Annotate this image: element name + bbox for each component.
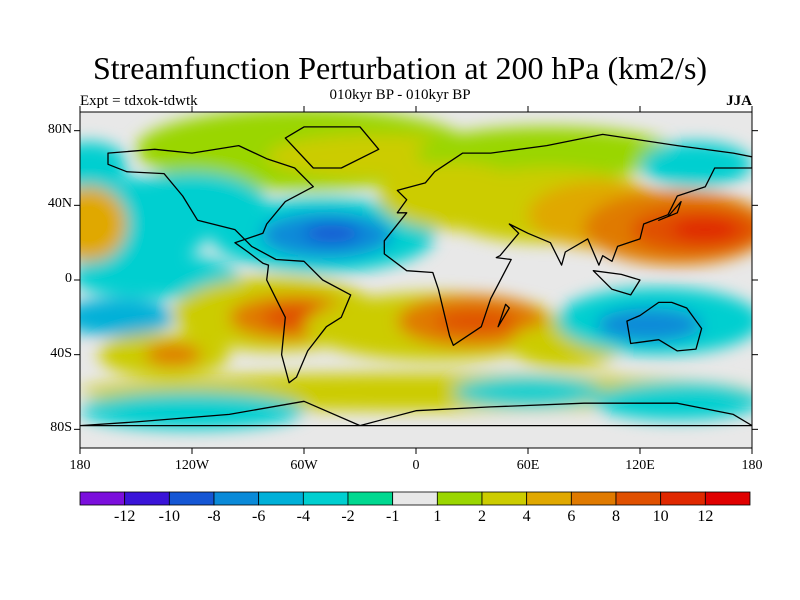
chart-title: Streamfunction Perturbation at 200 hPa (…: [92, 50, 708, 86]
contour-field: [80, 112, 752, 448]
lon-label: 180: [741, 458, 763, 473]
coastline-path: [658, 200, 682, 221]
colorbar-box: [168, 491, 215, 506]
colorbar-label: -12: [113, 508, 136, 525]
field-contour: [671, 218, 739, 241]
colorbar-label: 6: [567, 508, 576, 525]
field-contour: [593, 382, 752, 420]
coastline-path: [80, 400, 752, 427]
colorbar-label: -4: [296, 508, 310, 525]
field-contour: [304, 224, 360, 243]
lat-label: 0: [65, 271, 72, 286]
colorbar-box: [526, 491, 572, 506]
coastline-path: [626, 301, 703, 352]
colorbar-box: [704, 491, 751, 506]
field-contour: [80, 253, 239, 299]
colorbar-box: [213, 491, 260, 506]
season-label: JJA: [726, 93, 752, 109]
colorbar-box: [660, 491, 706, 506]
field-contour: [80, 298, 174, 336]
colorbar-label: 2: [478, 508, 486, 525]
colorbar-box: [436, 491, 483, 506]
lon-label: 0: [412, 458, 420, 473]
colorbar-label: 12: [697, 508, 714, 525]
colorbar-label: -8: [207, 508, 221, 525]
colorbar-label: 10: [652, 508, 669, 525]
colorbar-box: [302, 491, 349, 506]
colorbar-box: [392, 491, 438, 506]
colorbar-box: [615, 491, 662, 506]
colorbar-label: -1: [385, 508, 400, 525]
colorbar-box: [79, 491, 126, 506]
coastlines: [80, 126, 752, 427]
colorbar: [79, 491, 751, 506]
coastline-path: [107, 144, 352, 384]
coastline-path: [497, 303, 510, 328]
field-contour: [640, 141, 752, 187]
lon-label: 120E: [625, 458, 655, 473]
axis-ticks: [74, 106, 758, 454]
lat-label: 80N: [47, 121, 72, 137]
colorbar-box: [481, 491, 528, 506]
field-contour: [80, 186, 127, 262]
colorbar-label: 8: [612, 508, 620, 525]
colorbar-box: [347, 491, 394, 506]
colorbar-box: [258, 491, 304, 506]
field-contour: [453, 377, 603, 407]
lat-label: 40N: [47, 196, 72, 212]
lon-label: 60W: [290, 458, 318, 473]
field-contour: [597, 308, 702, 342]
field-contour: [434, 309, 517, 333]
colorbar-label: -6: [251, 508, 266, 525]
field-contour: [80, 392, 304, 430]
colorbar-box: [124, 491, 170, 506]
chart-subtitle: 010kyr BP - 010kyr BP: [329, 87, 471, 103]
colorbar-label: -2: [341, 508, 355, 525]
coastline-path: [383, 133, 752, 346]
coastline-path: [284, 126, 380, 169]
field-contour: [145, 343, 202, 366]
colorbar-box: [570, 491, 617, 506]
coastline-path: [592, 270, 641, 296]
lon-label: 180: [69, 458, 91, 473]
colorbar-label: 4: [522, 508, 531, 525]
colorbar-label: 1: [433, 508, 442, 525]
experiment-label: Expt = tdxok-tdwtk: [80, 93, 198, 109]
lat-label: 40S: [50, 345, 72, 361]
lon-label: 60E: [516, 458, 540, 473]
lat-label: 80S: [50, 420, 72, 436]
lon-label: 120W: [174, 458, 210, 473]
colorbar-label: -10: [158, 508, 180, 525]
